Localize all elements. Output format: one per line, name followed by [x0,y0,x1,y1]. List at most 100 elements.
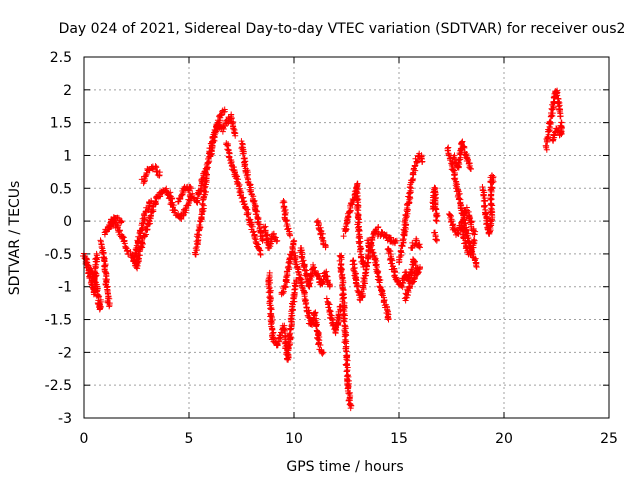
data-point [228,159,235,166]
data-point [356,240,363,247]
data-point [417,264,423,271]
x-axis-ticks: 0 5 10 15 20 25 [80,57,618,447]
y-tick-label: 2.5 [50,50,72,66]
data-point [257,250,264,257]
data-point [381,296,388,303]
data-point [433,206,440,213]
data-point [409,267,416,274]
data-point [245,210,252,217]
data-point [193,198,200,205]
data-point [237,191,244,198]
data-point [148,198,155,205]
data-point [259,237,266,244]
data-points [80,87,565,412]
y-tick-label: 2 [63,83,72,99]
data-point [89,282,96,289]
data-point [393,278,400,285]
data-point [232,132,239,139]
data-point [318,236,325,243]
y-tick-label: -1.5 [45,313,72,329]
x-axis-label: GPS time / hours [286,459,403,475]
data-point [284,264,291,271]
data-point [368,236,375,243]
y-axis-label: SDTVAR / TECUs [7,181,23,296]
data-point [374,270,381,277]
data-point [471,231,478,238]
data-point [93,270,100,277]
data-point [261,224,268,231]
data-point [542,143,549,150]
data-point [251,198,258,205]
data-point [406,196,413,203]
data-point [546,118,553,125]
data-point [405,289,412,296]
data-point [92,279,99,286]
plot-frame [83,56,610,419]
data-point [253,211,260,218]
data-point [340,233,347,240]
data-point [468,218,475,225]
data-point [139,225,146,232]
data-point [375,224,381,231]
data-point [451,176,458,183]
data-point [97,296,104,303]
data-point [349,201,356,208]
data-point [473,262,480,269]
data-point [340,317,347,324]
data-point [316,337,323,344]
data-point [236,181,243,188]
data-point [187,183,194,190]
data-point [121,238,128,245]
data-point [357,246,364,253]
data-point [326,283,333,290]
data-point [93,250,100,257]
data-point [557,128,564,135]
data-point [306,280,313,287]
data-point [554,92,561,99]
data-point [118,219,125,226]
data-point [337,303,344,310]
data-point [466,164,473,171]
data-point [152,163,159,170]
data-point [295,268,302,275]
y-tick-label: -3 [58,411,72,427]
data-point [322,244,329,251]
data-point [340,311,347,318]
data-point [363,263,370,270]
data-point [221,106,228,113]
y-tick-label: -1 [58,280,72,296]
data-point [405,200,412,207]
data-point [321,269,328,276]
data-point [101,263,108,270]
x-tick-label: 5 [185,431,194,447]
data-point [344,357,351,364]
y-tick-label: 1 [63,148,72,164]
data-point [289,307,296,314]
data-point [362,266,369,273]
data-point [244,174,251,181]
data-point [317,341,324,348]
data-point [226,153,233,160]
data-point [379,292,386,299]
data-point [339,285,346,292]
y-tick-label: 1.5 [50,116,72,132]
data-point [347,405,354,412]
data-point [459,218,466,225]
data-point [348,200,355,207]
x-tick-label: 10 [285,431,303,447]
data-point [298,253,305,260]
data-point [256,247,263,254]
data-point [355,224,362,231]
data-point [357,246,364,253]
data-point [292,258,299,265]
data-point [225,146,232,153]
data-point [282,209,289,216]
data-point [557,113,564,120]
data-point [268,306,275,313]
data-point [341,339,348,346]
data-point [388,260,395,267]
data-point [340,295,347,302]
data-point [247,188,254,195]
data-point [157,193,164,200]
data-point [460,235,467,242]
